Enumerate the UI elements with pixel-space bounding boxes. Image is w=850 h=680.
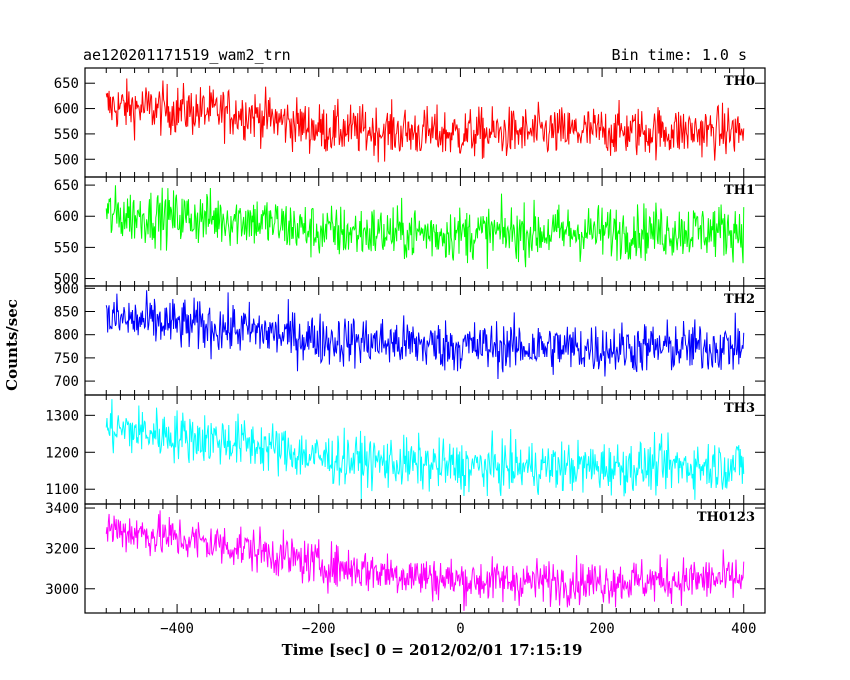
panel-th0123: 3000 3200 3400 TH0123 (45, 501, 766, 614)
y-tick-label: 550 (54, 240, 79, 256)
y-tick-label: 650 (54, 76, 79, 92)
panel-th1: 500 550 600 650 TH1 (54, 176, 766, 288)
y-tick-label: 1300 (45, 408, 79, 424)
x-tick-label: −200 (302, 621, 336, 637)
y-tick-label: 900 (54, 281, 79, 297)
y-tick-label: 1100 (45, 482, 79, 498)
y-tick-label: 850 (54, 305, 79, 321)
panel-th2: 700 750 800 850 900 TH2 (54, 281, 766, 396)
panel-th0: 500 550 600 650 TH0 (54, 67, 766, 178)
y-tick-label: 3200 (45, 541, 79, 557)
x-tick-label: 400 (731, 621, 756, 637)
y-tick-label: 500 (54, 152, 79, 168)
y-tick-label: 750 (54, 351, 79, 367)
series-line-th3 (105, 399, 745, 500)
bin-time-label: Bin time: 1.0 s (612, 46, 747, 64)
x-tick-label: −400 (160, 621, 194, 637)
y-axis-label: Counts/sec (3, 299, 21, 391)
y-tick-label: 3000 (45, 582, 79, 598)
panel-label-th0: TH0 (724, 74, 755, 89)
panel-frame (84, 503, 766, 614)
y-tick-label: 800 (54, 328, 79, 344)
series-line-th0 (105, 78, 745, 163)
y-tick-label: 600 (54, 102, 79, 118)
panel-label-th3: TH3 (724, 401, 755, 416)
y-tick-label: 3400 (45, 501, 79, 517)
x-tick-label: 0 (456, 621, 464, 637)
series-line-th2 (105, 290, 745, 379)
y-tick-label: 500 (54, 272, 79, 288)
y-tick-label: 600 (54, 209, 79, 225)
panel-frame (84, 394, 766, 505)
panels-group: 500 550 600 650 TH0 500 550 600 650 TH1 700 750 800 8… (45, 67, 766, 614)
series-line-th0123 (105, 510, 745, 611)
x-axis-ticks: −400 −200 0 200 400 (160, 621, 756, 637)
panel-frame (84, 285, 766, 396)
x-axis-label: Time [sec] 0 = 2012/02/01 17:15:19 (282, 641, 583, 659)
y-tick-label: 550 (54, 127, 79, 143)
panel-label-th1: TH1 (724, 183, 755, 198)
panel-label-th0123: TH0123 (697, 510, 755, 525)
panel-th3: 1100 1200 1300 TH3 (45, 394, 766, 505)
series-line-th1 (105, 185, 745, 269)
y-tick-label: 700 (54, 374, 79, 390)
chart-title: ae120201171519_wam2_trn (83, 46, 291, 64)
panel-label-th2: TH2 (724, 292, 755, 307)
y-tick-label: 1200 (45, 445, 79, 461)
y-tick-label: 650 (54, 178, 79, 194)
x-tick-label: 200 (589, 621, 614, 637)
